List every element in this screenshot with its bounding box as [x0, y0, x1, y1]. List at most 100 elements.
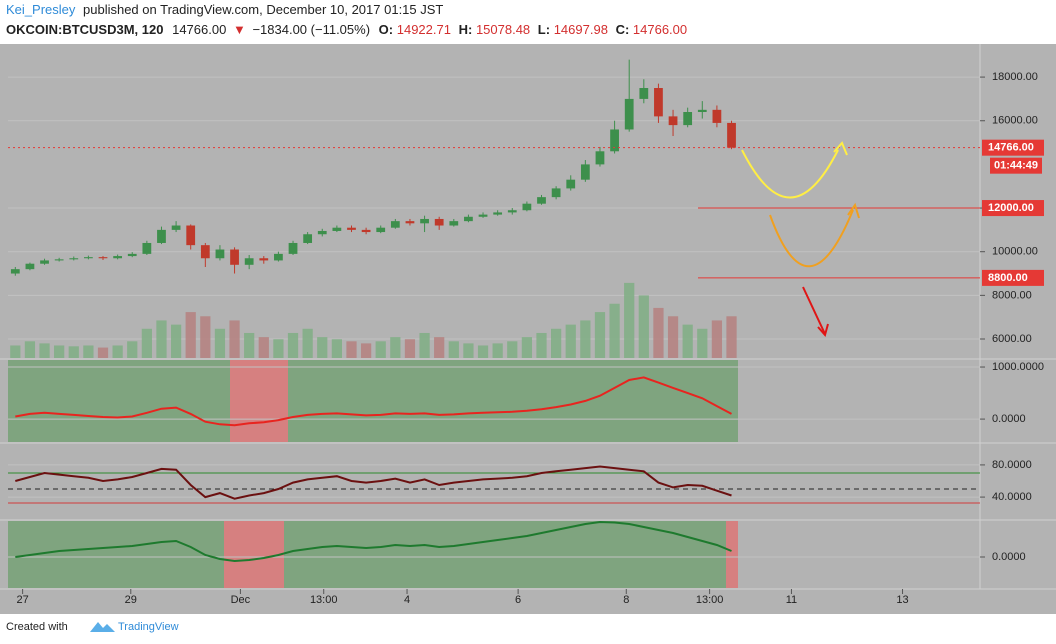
- candle-body: [683, 112, 693, 126]
- open-label: O:: [379, 22, 393, 37]
- volume-bar: [170, 324, 182, 358]
- candle-body: [244, 258, 254, 265]
- volume-bar: [141, 328, 152, 358]
- publish-info: published on TradingView.com, December 1…: [83, 2, 443, 17]
- y-tick-label: 6000.00: [992, 333, 1032, 345]
- volume-bar: [54, 345, 65, 358]
- volume-bar: [302, 328, 313, 358]
- volume-bar: [360, 343, 372, 358]
- candle-body: [478, 214, 488, 217]
- candle-body: [142, 242, 152, 254]
- volume-bar: [463, 343, 474, 358]
- candle-body: [186, 225, 196, 246]
- forecast-curve: [741, 149, 839, 199]
- forecast-arrow: [847, 202, 860, 219]
- candle-body: [654, 87, 663, 117]
- indicator-line: [15, 465, 732, 500]
- candle-body: [274, 253, 283, 261]
- volume-bar: [229, 320, 240, 358]
- price-tag-label: 12000.00: [988, 202, 1034, 214]
- candle-body: [610, 129, 619, 152]
- volume-bar: [609, 303, 620, 358]
- volume-bar: [214, 328, 226, 358]
- x-tick-label: 13:00: [310, 594, 338, 606]
- volume-bar: [83, 345, 94, 358]
- candle-body: [332, 227, 342, 231]
- candle-body: [215, 249, 225, 259]
- volume-bar: [667, 316, 679, 358]
- y-tick-label: 1000.0000: [992, 361, 1044, 373]
- candle-body: [230, 249, 239, 265]
- candle-body: [288, 242, 298, 254]
- x-tick-label: 4: [404, 594, 410, 606]
- y-tick-label: 40.0000: [992, 491, 1032, 503]
- candle-body: [420, 218, 429, 224]
- volume-bar: [711, 320, 723, 358]
- candle-body: [347, 227, 356, 230]
- brand-link[interactable]: TradingView: [118, 621, 179, 633]
- volume-bar: [551, 328, 562, 358]
- candle-body: [10, 269, 20, 274]
- y-tick-label: 0.0000: [992, 551, 1026, 563]
- forecast-curve: [769, 209, 854, 268]
- candle-body: [537, 197, 546, 204]
- x-tick-label: 6: [515, 594, 521, 606]
- high-label: H:: [459, 22, 473, 37]
- volume-bar: [434, 337, 445, 358]
- volume-bar: [507, 341, 518, 358]
- volume-bar: [317, 337, 328, 358]
- candle-body: [507, 210, 517, 213]
- volume-bar: [68, 346, 79, 358]
- candle-body: [522, 203, 532, 211]
- candle-body: [639, 87, 649, 99]
- brand-logo[interactable]: [90, 622, 115, 632]
- symbol: OKCOIN:BTCUSD3M, 120: [6, 22, 163, 37]
- pane-highlight: [230, 360, 288, 442]
- high-value: 15078.48: [476, 22, 530, 37]
- y-tick-label: 18000.00: [992, 71, 1038, 83]
- volume-bar: [448, 341, 459, 358]
- volume-bar: [112, 345, 123, 358]
- candle-body: [595, 151, 605, 165]
- y-tick-label: 16000.00: [992, 115, 1038, 127]
- volume-bar: [521, 337, 533, 358]
- candle-body: [200, 245, 210, 259]
- volume-bar: [565, 324, 576, 358]
- volume-bar: [375, 341, 386, 358]
- candle-body: [449, 221, 459, 226]
- volume-bar: [200, 316, 211, 358]
- x-tick-label: 11: [786, 594, 797, 606]
- candle-body: [390, 221, 400, 228]
- candle-body: [697, 109, 707, 113]
- pane-highlight: [726, 521, 738, 588]
- volume-bar: [477, 345, 489, 358]
- x-tick-label: 8: [623, 594, 629, 606]
- footer-text: Created with: [6, 621, 68, 633]
- candle-body: [464, 216, 473, 222]
- volume-bar: [682, 324, 693, 358]
- forecast-arrow: [833, 141, 848, 156]
- volume-bar: [697, 328, 708, 358]
- volume-bar: [726, 316, 737, 358]
- x-tick-label: Dec: [231, 594, 251, 606]
- volume-bar: [97, 347, 109, 358]
- candle-body: [171, 225, 181, 230]
- candle-body: [668, 116, 678, 126]
- x-tick-label: 27: [16, 594, 28, 606]
- header-background: [0, 0, 1056, 44]
- x-tick-label: 13:00: [696, 594, 724, 606]
- author[interactable]: Kei_Presley: [6, 2, 76, 17]
- candle-body: [727, 122, 736, 148]
- volume-bar: [594, 312, 606, 358]
- change-arrow: ▼: [233, 22, 246, 37]
- symbol-line: OKCOIN:BTCUSD3M, 120 14766.00 ▼ −1834.00…: [6, 22, 687, 37]
- candle-body: [127, 253, 137, 257]
- pane-background: [8, 521, 738, 588]
- candle-body: [317, 230, 327, 235]
- candle-body: [54, 259, 64, 261]
- close-value: 14766.00: [633, 22, 687, 37]
- y-tick-label: 0.0000: [992, 413, 1026, 425]
- pane-background: [8, 360, 738, 442]
- candle-body: [712, 109, 722, 123]
